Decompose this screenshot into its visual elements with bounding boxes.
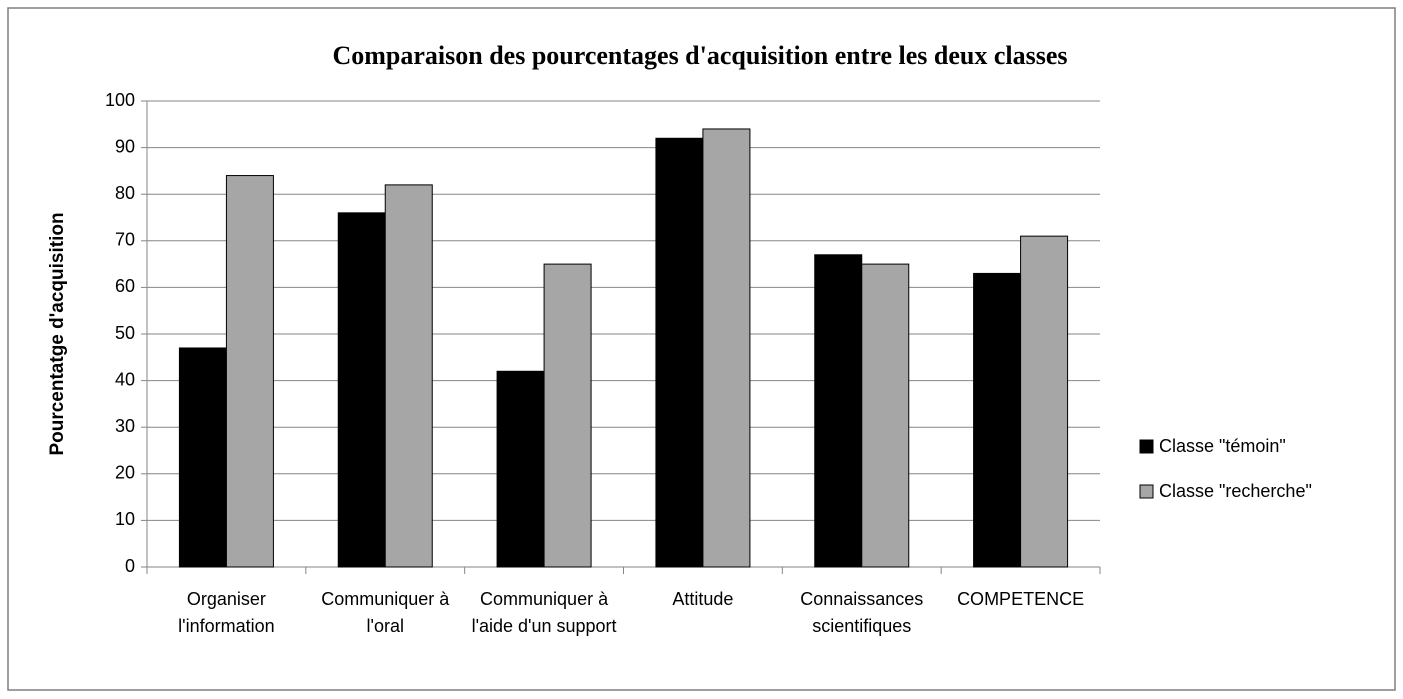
bar [1020,235,1069,568]
bar [861,263,910,568]
bar [973,272,1022,568]
y-tick-label: 70 [115,230,135,250]
x-tick-label: Attitude [672,589,734,609]
y-tick-label: 90 [115,136,135,156]
bar [814,254,863,568]
legend-swatch [1139,484,1154,499]
bar [543,263,592,568]
y-tick-label: 100 [105,90,135,110]
chart-title: Comparaison des pourcentages d'acquisiti… [332,41,1067,70]
bar [178,347,227,568]
bar [384,184,433,568]
legend-swatch [1139,439,1154,454]
bar [225,175,274,568]
y-tick-label: 50 [115,323,135,343]
bar [702,128,751,568]
x-tick-label: Organiser l'information [178,589,275,636]
x-tick-label: Connaissances scientifiques [800,589,924,636]
y-tick-label: 10 [115,509,135,529]
y-tick-label: 30 [115,416,135,436]
x-tick-label: Communiquer à l'oral [321,589,450,636]
bar [655,137,704,568]
y-tick-label: 80 [115,183,135,203]
legend-label: Classe "recherche" [1159,481,1312,501]
x-tick-label: Communiquer à l'aide d'un support [471,589,617,636]
y-tick-label: 0 [125,556,135,576]
y-tick-label: 60 [115,276,135,296]
y-tick-label: 40 [115,369,135,389]
y-tick-label: 20 [115,463,135,483]
bar [496,370,545,568]
y-axis-label: Pourcentatge d'acquisition [47,212,68,455]
bar [337,212,386,568]
x-tick-label: COMPETENCE [957,589,1085,609]
legend-label: Classe "témoin" [1159,436,1286,456]
